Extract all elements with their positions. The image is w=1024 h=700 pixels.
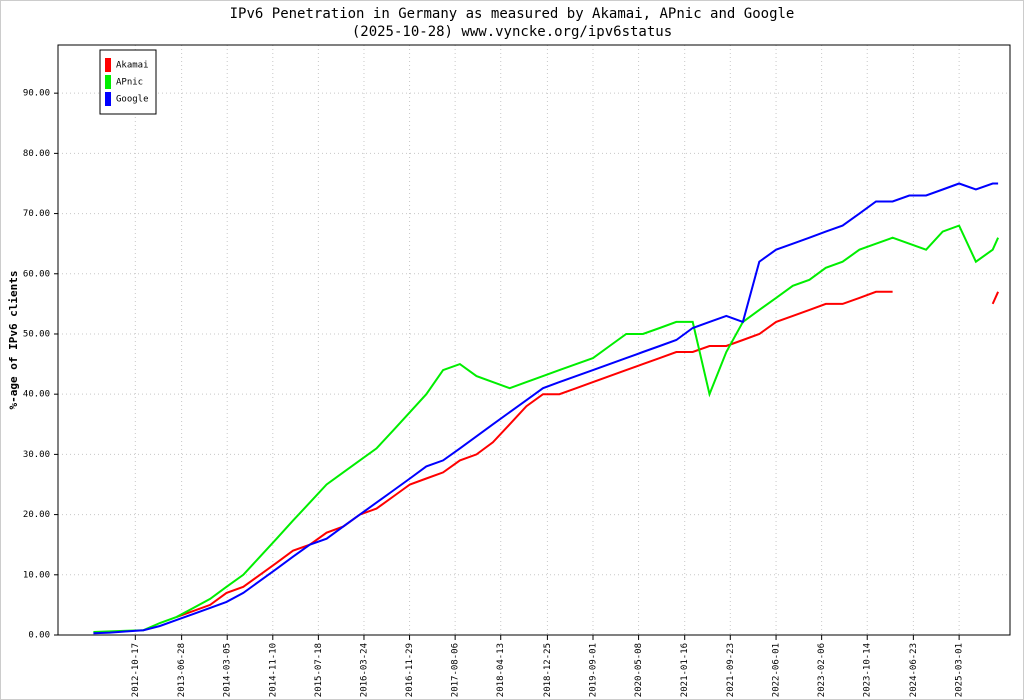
x-tick-label: 2019-09-01 bbox=[588, 643, 598, 697]
legend-swatch bbox=[105, 75, 111, 89]
x-tick-label: 2025-03-01 bbox=[955, 643, 965, 697]
legend-label: Google bbox=[116, 95, 149, 105]
series-line bbox=[93, 182, 999, 635]
y-axis-label: %-age of IPv6 clients bbox=[7, 270, 20, 409]
y-tick-label: 90.00 bbox=[23, 89, 50, 99]
y-tick-label: 80.00 bbox=[23, 149, 50, 159]
x-tick-label: 2021-01-16 bbox=[680, 643, 690, 697]
x-tick-label: 2014-03-05 bbox=[223, 643, 233, 697]
y-tick-label: 60.00 bbox=[23, 269, 50, 279]
y-tick-label: 50.00 bbox=[23, 329, 50, 339]
x-tick-label: 2020-05-08 bbox=[634, 643, 644, 697]
x-tick-label: 2016-11-29 bbox=[405, 643, 415, 697]
chart-title: IPv6 Penetration in Germany as measured … bbox=[230, 6, 795, 22]
x-tick-label: 2013-06-28 bbox=[177, 643, 187, 697]
x-tick-label: 2023-10-14 bbox=[863, 643, 873, 697]
legend-swatch bbox=[105, 92, 111, 106]
x-tick-label: 2014-11-10 bbox=[268, 643, 278, 697]
x-tick-label: 2018-12-25 bbox=[543, 643, 553, 697]
plot-border bbox=[57, 44, 1011, 636]
x-tick-label: 2015-07-18 bbox=[314, 643, 324, 697]
y-tick-label: 0.00 bbox=[28, 631, 50, 641]
series-line bbox=[93, 224, 1000, 633]
chart-subtitle: (2025-10-28) www.vyncke.org/ipv6status bbox=[352, 24, 672, 40]
series-line bbox=[176, 290, 1000, 618]
x-tick-label: 2021-09-23 bbox=[726, 643, 736, 697]
x-tick-label: 2024-06-23 bbox=[909, 643, 919, 697]
y-tick-label: 70.00 bbox=[23, 209, 50, 219]
y-tick-label: 30.00 bbox=[23, 450, 50, 460]
legend-label: APnic bbox=[116, 78, 143, 88]
x-tick-label: 2023-02-06 bbox=[817, 643, 827, 697]
y-tick-label: 40.00 bbox=[23, 390, 50, 400]
legend-label: Akamai bbox=[116, 61, 149, 71]
legend-swatch bbox=[105, 58, 111, 72]
x-tick-label: 2022-06-01 bbox=[772, 643, 782, 697]
y-tick-label: 20.00 bbox=[23, 510, 50, 520]
y-tick-label: 10.00 bbox=[23, 570, 50, 580]
x-tick-label: 2018-04-13 bbox=[496, 643, 506, 697]
x-tick-label: 2017-08-06 bbox=[451, 643, 461, 697]
x-tick-label: 2012-10-17 bbox=[131, 643, 141, 697]
x-tick-label: 2016-03-24 bbox=[359, 643, 369, 697]
legend: Akamai APnic Google bbox=[99, 49, 157, 115]
